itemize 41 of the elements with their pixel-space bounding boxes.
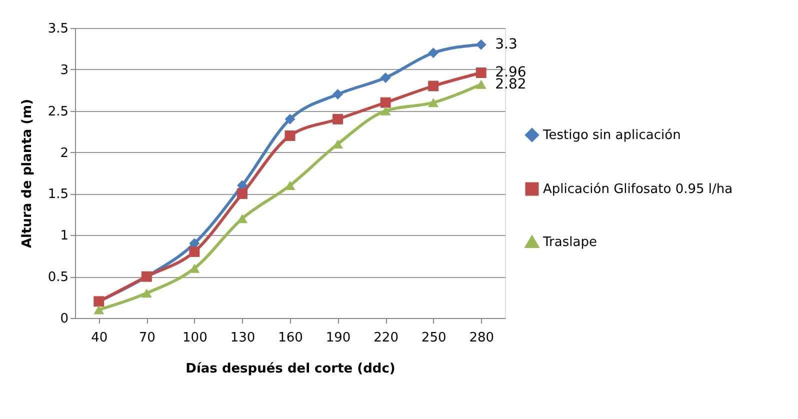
y-tick-label: 0.5 [48,270,68,286]
y-tick-label: 2 [60,146,68,161]
legend-label: Traslape [542,235,597,250]
point [94,305,104,314]
point [380,106,391,116]
x-tick-label: 250 [421,330,446,346]
x-tick-label: 220 [374,330,398,346]
x-tick-label: 70 [138,330,156,346]
y-tick-label: 3.5 [48,22,68,36]
point [189,246,200,257]
y-tick-label: 0 [60,312,68,326]
point [476,80,486,89]
x-axis-title: Días después del corte (ddc) [186,362,396,376]
point [236,188,248,199]
legend-label: Aplicación Glifosato 0.95 l/ha [543,182,733,197]
y-tick-label: 1 [60,228,68,244]
x-tick-label: 280 [469,330,494,346]
point [189,264,200,273]
point [141,288,152,298]
point [380,72,391,83]
y-tick-label: 2.5 [48,104,68,120]
x-tick-label: 100 [182,330,208,346]
point [428,48,439,58]
x-tick-label: 160 [278,330,303,346]
y-tick-label: 1.5 [48,187,68,202]
point [284,130,296,141]
y-axis-title: Altura de planta (m) [20,98,35,248]
y-tick-label: 3 [60,62,68,78]
point [332,114,344,124]
point [476,68,486,78]
legend-label: Testigo sin aplicación [542,128,681,143]
point [332,89,344,100]
point [476,39,486,50]
x-tick-label: 190 [326,330,351,346]
x-tick-label: 130 [230,330,256,346]
point [428,80,439,92]
point [380,97,391,108]
data-label: 3.3 [495,36,518,53]
point [428,98,439,108]
x-tick-label: 40 [91,330,108,346]
point [284,114,296,124]
